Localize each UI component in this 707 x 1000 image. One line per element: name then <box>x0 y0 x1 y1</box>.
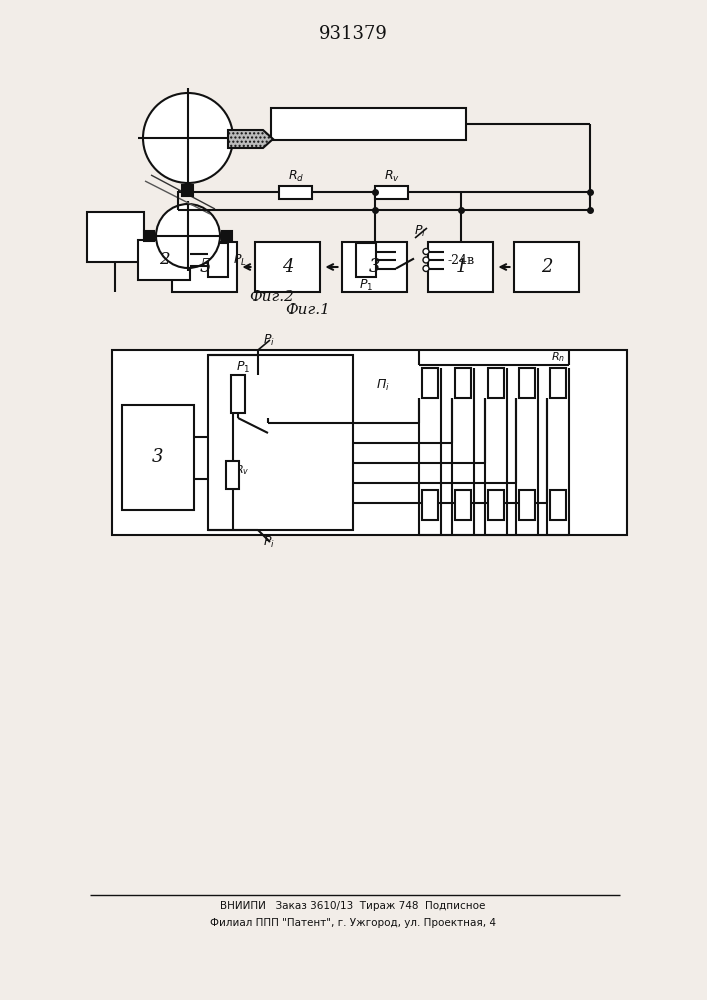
Text: 4: 4 <box>282 258 293 276</box>
Bar <box>488 368 504 398</box>
Circle shape <box>423 248 429 254</box>
Bar <box>222 231 232 241</box>
Bar <box>519 490 535 520</box>
Bar <box>375 186 409 198</box>
Bar <box>488 490 504 520</box>
Text: $R_n$: $R_n$ <box>551 350 565 364</box>
Bar <box>144 231 154 241</box>
Text: $P_1$: $P_1$ <box>359 277 373 293</box>
Bar <box>208 355 353 530</box>
Text: $R_v$: $R_v$ <box>384 168 400 184</box>
Text: $P_i$: $P_i$ <box>263 332 275 348</box>
Text: $P_1$: $P_1$ <box>236 359 250 375</box>
Text: -24в: -24в <box>448 253 475 266</box>
Bar <box>428 242 493 292</box>
Polygon shape <box>228 130 273 148</box>
Text: Фиг.2: Фиг.2 <box>250 290 294 304</box>
Bar <box>271 108 466 140</box>
Bar <box>87 212 144 262</box>
Bar <box>455 490 471 520</box>
Text: 3: 3 <box>152 448 164 466</box>
Text: Филиал ППП "Патент", г. Ужгород, ул. Проектная, 4: Филиал ППП "Патент", г. Ужгород, ул. Про… <box>210 918 496 928</box>
Bar <box>122 405 194 510</box>
Bar <box>226 461 240 489</box>
Circle shape <box>143 93 233 183</box>
Bar <box>182 185 194 196</box>
Text: $R_d$: $R_d$ <box>288 168 304 184</box>
Bar <box>455 368 471 398</box>
Text: $P_i$: $P_i$ <box>263 534 275 550</box>
Bar <box>279 186 312 198</box>
Bar <box>550 490 566 520</box>
Text: $P_i$: $P_i$ <box>414 223 426 239</box>
Text: 3: 3 <box>369 258 381 276</box>
Text: $R_v$: $R_v$ <box>235 463 250 477</box>
Circle shape <box>423 257 429 263</box>
Circle shape <box>423 265 429 271</box>
Bar <box>255 242 320 292</box>
Bar <box>138 240 190 280</box>
Bar <box>208 243 228 277</box>
Text: $П_i$: $П_i$ <box>376 377 390 393</box>
Text: 931379: 931379 <box>319 25 387 43</box>
Bar <box>519 368 535 398</box>
Bar <box>173 242 238 292</box>
Text: 2: 2 <box>158 251 169 268</box>
Bar <box>550 368 566 398</box>
Bar <box>422 490 438 520</box>
Text: 1: 1 <box>455 258 467 276</box>
Circle shape <box>156 204 220 268</box>
Text: Фиг.1: Фиг.1 <box>286 303 330 317</box>
Bar <box>422 368 438 398</box>
Bar <box>515 242 580 292</box>
Bar <box>356 243 376 277</box>
Bar <box>342 242 407 292</box>
Text: $P_L$: $P_L$ <box>233 252 247 268</box>
Text: ВНИИПИ   Заказ 3610/13  Тираж 748  Подписное: ВНИИПИ Заказ 3610/13 Тираж 748 Подписное <box>221 901 486 911</box>
Text: 2: 2 <box>542 258 553 276</box>
Text: 5: 5 <box>199 258 211 276</box>
Bar <box>112 350 627 535</box>
Bar <box>231 375 245 413</box>
